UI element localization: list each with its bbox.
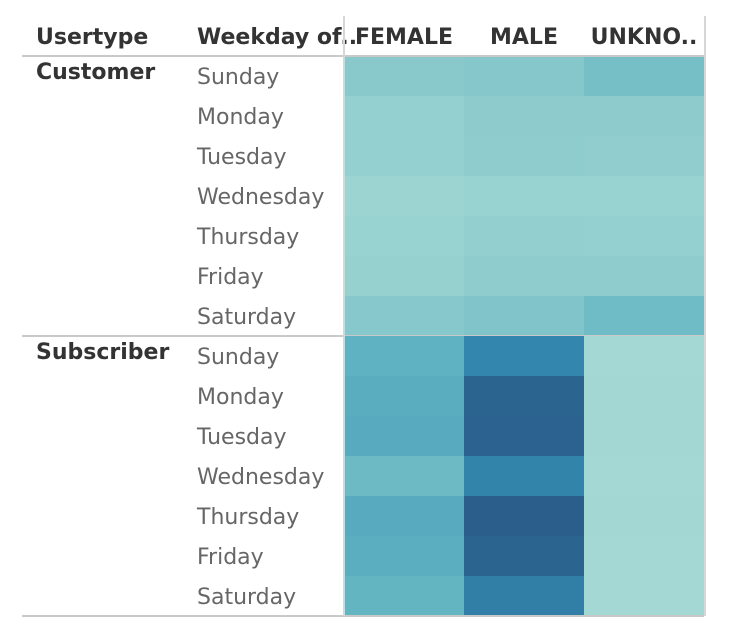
heatmap-cell xyxy=(464,496,584,536)
heatmap-cell xyxy=(464,336,584,376)
heatmap-cell xyxy=(464,56,584,96)
row-label: Friday xyxy=(197,265,264,290)
header-usertype: Usertype xyxy=(36,25,149,50)
row-label: Sunday xyxy=(197,65,280,90)
heatmap-cell xyxy=(584,56,704,96)
header-weekday: Weekday of.. xyxy=(197,25,358,50)
heatmap-cell xyxy=(584,536,704,576)
heatmap-cell xyxy=(584,296,704,336)
header-unknown: UNKNO.. xyxy=(590,25,698,50)
heatmap-cell xyxy=(584,336,704,376)
group-label-customer: Customer xyxy=(36,60,156,85)
heatmap-cell xyxy=(464,136,584,176)
heatmap-cell xyxy=(584,216,704,256)
heatmap-cell xyxy=(344,536,464,576)
right-border xyxy=(704,16,706,616)
row-label: Monday xyxy=(197,105,284,130)
group-label-subscriber: Subscriber xyxy=(36,340,170,365)
heatmap-cell xyxy=(464,576,584,616)
header-separator xyxy=(22,55,704,57)
row-label: Thursday xyxy=(197,225,300,250)
heatmap-cell xyxy=(344,176,464,216)
heatmap-cell xyxy=(584,496,704,536)
heatmap-cell xyxy=(344,416,464,456)
heatmap-cell xyxy=(464,456,584,496)
row-label: Saturday xyxy=(197,585,297,610)
heatmap-cell xyxy=(344,456,464,496)
row-label: Wednesday xyxy=(197,185,325,210)
heatmap-cell xyxy=(344,256,464,296)
heatmap-cell xyxy=(464,96,584,136)
row-label: Tuesday xyxy=(197,145,287,170)
row-label: Tuesday xyxy=(197,425,287,450)
heatmap-cell xyxy=(344,376,464,416)
header-male: MALE xyxy=(490,25,558,50)
heatmap-cell xyxy=(344,96,464,136)
heatmap-cell xyxy=(584,136,704,176)
header-female: FEMALE xyxy=(354,25,454,50)
heatmap-cell xyxy=(584,376,704,416)
heatmap-cell xyxy=(584,576,704,616)
heatmap-cell xyxy=(464,176,584,216)
row-label: Thursday xyxy=(197,505,300,530)
heatmap-cell xyxy=(344,136,464,176)
heatmap-cell xyxy=(344,496,464,536)
row-label: Saturday xyxy=(197,305,297,330)
row-label: Monday xyxy=(197,385,284,410)
heatmap-cell xyxy=(344,296,464,336)
row-label: Wednesday xyxy=(197,465,325,490)
heatmap-cell xyxy=(584,256,704,296)
column-divider xyxy=(343,16,345,616)
row-label: Sunday xyxy=(197,345,280,370)
heatmap-cell xyxy=(584,96,704,136)
heatmap-cell xyxy=(584,176,704,216)
heatmap-cell xyxy=(584,416,704,456)
heatmap-cell xyxy=(464,216,584,256)
heatmap-cell xyxy=(464,536,584,576)
heatmap-cell xyxy=(464,256,584,296)
heatmap-cell xyxy=(344,576,464,616)
group-separator xyxy=(22,615,704,617)
row-label: Friday xyxy=(197,545,264,570)
heatmap-cell xyxy=(344,336,464,376)
heatmap-cell xyxy=(464,416,584,456)
heatmap-cell xyxy=(464,296,584,336)
heatmap-cell xyxy=(584,456,704,496)
heatmap-cell xyxy=(344,56,464,96)
heatmap-cell xyxy=(344,216,464,256)
heatmap-cell xyxy=(464,376,584,416)
